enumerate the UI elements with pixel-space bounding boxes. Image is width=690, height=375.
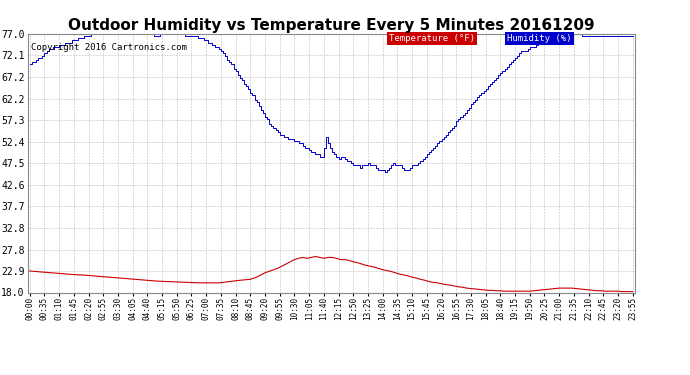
Text: Temperature (°F): Temperature (°F) bbox=[389, 34, 475, 43]
Text: Humidity (%): Humidity (%) bbox=[507, 34, 572, 43]
Title: Outdoor Humidity vs Temperature Every 5 Minutes 20161209: Outdoor Humidity vs Temperature Every 5 … bbox=[68, 18, 595, 33]
Text: Copyright 2016 Cartronics.com: Copyright 2016 Cartronics.com bbox=[30, 43, 186, 52]
